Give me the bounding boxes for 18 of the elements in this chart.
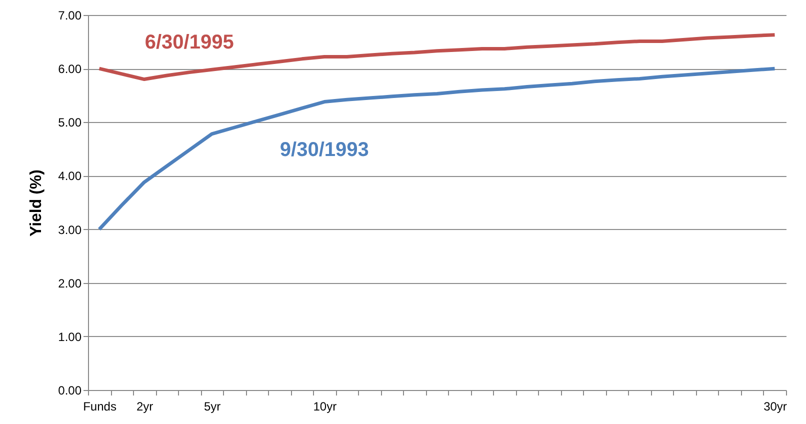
y-tick-label: 1.00 — [58, 330, 82, 344]
y-tick-label: 7.00 — [58, 8, 82, 22]
x-tick-label: 2yr — [136, 400, 154, 414]
line-series — [98, 66, 776, 232]
x-tick-label: Funds — [83, 400, 116, 414]
y-tick-label: 6.00 — [58, 62, 82, 76]
y-axis-title: Yield (%) — [28, 170, 46, 236]
series-label: 9/30/1993 — [280, 138, 369, 161]
x-tick-label: 30yr — [764, 400, 787, 414]
y-tick-label: 2.00 — [58, 276, 82, 290]
y-tick-label: 4.00 — [58, 169, 82, 184]
x-tick-label: 10yr — [313, 400, 337, 414]
x-tick-label: 5yr — [204, 400, 221, 414]
series-label: 6/30/1995 — [144, 31, 234, 54]
y-tick-label: 3.00 — [58, 222, 82, 237]
line-series — [98, 33, 776, 82]
y-tick-label: 0.00 — [58, 384, 82, 398]
y-tick-label: 5.00 — [58, 116, 82, 130]
